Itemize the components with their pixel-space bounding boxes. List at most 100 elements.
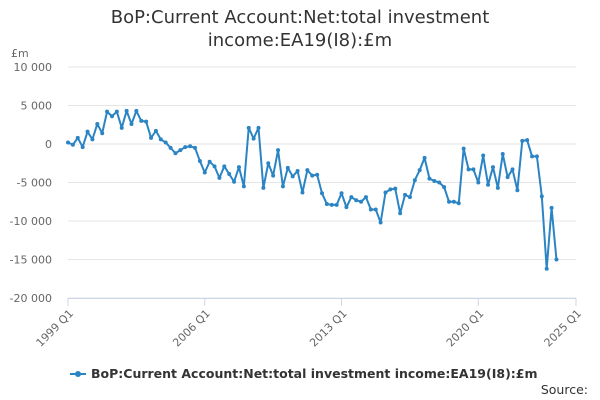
- data-point: [525, 138, 530, 143]
- data-point: [251, 136, 256, 141]
- data-point: [349, 195, 354, 200]
- data-point: [520, 138, 525, 143]
- data-point: [515, 188, 520, 193]
- data-point: [339, 191, 344, 196]
- data-point: [315, 172, 320, 177]
- data-point: [368, 207, 373, 212]
- data-point: [412, 178, 417, 183]
- data-point: [432, 178, 437, 183]
- data-point: [105, 109, 110, 114]
- x-tick-label: 2025 Q1: [542, 307, 585, 350]
- data-point: [124, 108, 129, 113]
- data-point: [505, 175, 510, 180]
- data-point: [300, 190, 305, 195]
- data-point: [447, 199, 451, 204]
- data-point: [207, 159, 212, 164]
- data-point: [85, 129, 90, 134]
- data-point: [285, 165, 290, 170]
- data-point: [149, 135, 154, 140]
- data-point: [168, 145, 173, 150]
- data-point: [427, 176, 432, 181]
- data-point: [271, 173, 276, 178]
- axes: 10 000 5 000 0 -5 000 -10 000 -15 000 -20 000 £…: [10, 47, 585, 349]
- x-tick-label: 2020 Q1: [444, 307, 487, 350]
- data-point: [554, 257, 559, 262]
- data-point: [456, 201, 461, 206]
- y-axis-label: £m: [11, 47, 29, 60]
- data-point: [139, 118, 144, 123]
- series-layer: [66, 108, 559, 271]
- data-point: [383, 190, 388, 195]
- data-point: [422, 155, 427, 160]
- y-tick-label: -20 000: [10, 292, 52, 305]
- data-point: [344, 205, 349, 210]
- data-point: [305, 168, 310, 173]
- data-point: [417, 168, 422, 173]
- data-point: [290, 174, 295, 179]
- data-point: [495, 185, 500, 190]
- data-point: [476, 180, 481, 185]
- data-point: [256, 125, 261, 130]
- data-point: [437, 180, 442, 185]
- data-point: [144, 119, 149, 124]
- data-point: [481, 153, 486, 158]
- data-point: [329, 202, 334, 207]
- data-point: [95, 121, 100, 126]
- data-point: [178, 148, 183, 153]
- data-point: [134, 108, 139, 113]
- x-tick-label: 2006 Q1: [170, 307, 213, 350]
- source-label: Source:: [540, 382, 588, 397]
- data-point: [241, 184, 246, 189]
- data-point: [403, 192, 408, 197]
- data-point: [354, 198, 359, 203]
- data-point: [544, 266, 549, 271]
- legend-symbol: [70, 369, 86, 379]
- gridlines: [68, 66, 576, 299]
- data-point: [378, 220, 383, 225]
- chart-title: BoP:Current Account:Net:total investment…: [110, 7, 490, 51]
- data-point: [183, 145, 188, 150]
- legend[interactable]: BoP:Current Account:Net:total investment…: [70, 366, 538, 381]
- data-point: [539, 194, 544, 199]
- data-point: [212, 164, 217, 169]
- data-point: [310, 173, 315, 178]
- y-tick-label: 5 000: [21, 100, 53, 113]
- y-tick-label: 10 000: [14, 61, 53, 74]
- data-point: [70, 142, 75, 147]
- data-point: [75, 135, 80, 140]
- data-point: [163, 140, 168, 145]
- data-point: [486, 182, 491, 187]
- y-tick-label: -10 000: [10, 215, 52, 228]
- data-point: [549, 205, 554, 210]
- data-point: [280, 184, 285, 189]
- data-point: [114, 109, 119, 114]
- data-point: [359, 199, 364, 204]
- data-point: [534, 154, 539, 159]
- data-point: [217, 175, 222, 180]
- data-point: [261, 185, 266, 190]
- data-point: [222, 164, 227, 169]
- data-point: [320, 191, 324, 196]
- data-point: [461, 146, 466, 151]
- data-point: [324, 202, 329, 207]
- data-point: [266, 161, 271, 166]
- data-point: [158, 137, 163, 142]
- data-point: [90, 137, 95, 142]
- y-tick-label: -15 000: [10, 254, 52, 267]
- data-point: [471, 167, 476, 172]
- x-tick-label: 1999 Q1: [34, 307, 77, 350]
- data-point: [66, 140, 70, 145]
- data-point: [295, 168, 300, 173]
- legend-label: BoP:Current Account:Net:total investment…: [91, 366, 538, 381]
- data-point: [500, 152, 505, 157]
- data-point: [246, 125, 251, 130]
- data-point: [451, 199, 456, 204]
- data-point: [407, 195, 412, 200]
- data-point: [276, 148, 281, 153]
- data-point: [236, 165, 241, 170]
- data-point: [373, 207, 378, 212]
- data-point: [193, 145, 197, 150]
- data-point: [490, 165, 495, 170]
- data-point: [202, 170, 207, 175]
